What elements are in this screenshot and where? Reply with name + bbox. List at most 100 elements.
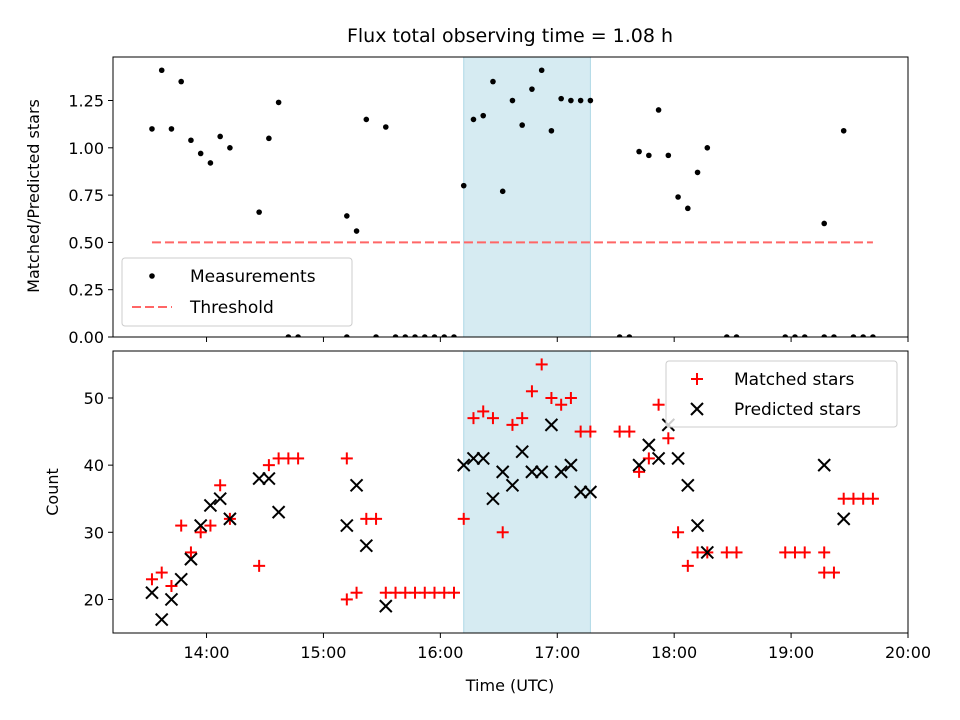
x-tick-label: 20:00 [885, 643, 931, 662]
predicted-stars-point [213, 492, 227, 506]
measurements-point [353, 228, 360, 234]
x-tick-label: 18:00 [651, 643, 697, 662]
matched-stars-point [866, 492, 879, 505]
matched-stars-point [516, 412, 529, 425]
matched-stars-point [194, 526, 207, 539]
measurements-point [626, 334, 633, 337]
predicted-stars-point [681, 478, 695, 492]
measurements-point [616, 334, 623, 337]
bottom-y-tick-label: 40 [84, 456, 104, 475]
matched-stars-point [525, 385, 538, 398]
measurements-point [460, 182, 467, 189]
x-tick-label: 14:00 [183, 643, 229, 662]
predicted-stars-point [632, 458, 646, 472]
predicted-stars-point [690, 518, 705, 533]
measurements-point [821, 334, 828, 337]
matched-stars-point [584, 425, 597, 438]
measurements-point [646, 152, 652, 159]
predicted-stars-point [155, 612, 169, 627]
matched-stars-point [818, 546, 831, 559]
legend-predicted-label: Predicted stars [734, 400, 861, 420]
legend-predicted-marker [690, 402, 704, 416]
measurements-point [188, 137, 194, 144]
matched-stars-point [535, 358, 548, 371]
matched-stars-point [467, 412, 480, 425]
matched-stars-point [165, 580, 178, 592]
predicted-stars-point [671, 451, 685, 466]
predicted-stars-point [700, 545, 715, 560]
measurements-point [733, 334, 740, 337]
top-y-axis-label: Matched/Predicted stars [24, 99, 43, 293]
measurements-point [490, 78, 496, 85]
measurements-point [529, 86, 535, 92]
matched-stars-point [155, 566, 168, 579]
x-tick-label: 19:00 [768, 643, 814, 662]
measurements-point [285, 334, 292, 337]
matched-stars-point [827, 566, 840, 579]
measurements-point [266, 135, 272, 142]
predicted-stars-point [145, 586, 159, 600]
matched-stars-point [175, 519, 188, 532]
matched-stars-point [214, 479, 227, 492]
matched-stars-point [477, 405, 490, 418]
measurements-point [178, 78, 184, 85]
measurements-point [860, 334, 866, 337]
predicted-stars-point [554, 465, 568, 479]
measurements-point [831, 334, 837, 337]
matched-stars-point [340, 593, 353, 606]
predicted-stars-point [544, 418, 559, 432]
predicted-stars-point [817, 458, 831, 472]
measurements-point [499, 188, 506, 195]
bottom-panel: 20 30 40 50 14:00 15:00 16:00 17:00 18:00 19:00 20… [84, 350, 931, 662]
predicted-stars-point [525, 465, 539, 479]
top-axes-frame [112, 56, 909, 338]
predicted-stars-point [466, 451, 481, 466]
legend-measurements-marker [149, 273, 155, 279]
measurements-point [587, 97, 594, 104]
matched-stars-point [652, 398, 665, 411]
predicted-stars-point [642, 438, 656, 452]
measurements-point [470, 116, 477, 123]
x-tick-label: 17:00 [534, 643, 580, 662]
bottom-y-tick-label: 20 [84, 590, 104, 609]
measurements-point [382, 124, 389, 130]
matched-stars-point [681, 559, 694, 572]
measurements-point [870, 334, 876, 337]
bottom-y-tick-label: 50 [84, 389, 104, 408]
measurements-point [373, 334, 379, 337]
measurements-point [344, 334, 350, 337]
top-y-tick-label: 0.75 [68, 186, 104, 205]
measurements-point [451, 334, 457, 337]
predicted-stars-point [651, 451, 666, 466]
top-legend: Measurements Threshold [121, 257, 353, 327]
predicted-stars-point [457, 458, 471, 472]
predicted-stars-point [349, 478, 364, 492]
top-shaded-region [463, 56, 591, 338]
measurements-point [392, 334, 399, 337]
predicted-stars-point [515, 445, 529, 459]
measurements-point [840, 127, 847, 134]
matched-stars-point [350, 586, 363, 599]
top-panel: 0.00 0.25 0.50 0.75 1.00 1.25 [68, 56, 909, 347]
measurements-point [636, 148, 642, 155]
top-y-tick-label: 0.00 [68, 328, 104, 347]
x-tick-label: 16:00 [417, 643, 463, 662]
top-plot-area [149, 67, 876, 337]
matched-stars-point [262, 459, 275, 472]
measurements-point [792, 334, 798, 337]
matched-stars-point [633, 465, 646, 478]
measurements-point [801, 334, 808, 337]
measurements-point [509, 97, 516, 104]
matched-stars-point [340, 452, 353, 465]
bottom-legend: Matched stars Predicted stars [665, 360, 898, 428]
matched-stars-point [672, 526, 685, 539]
measurements-point [538, 67, 545, 74]
legend-measurements-label: Measurements [190, 267, 316, 287]
bottom-axes-frame [112, 350, 909, 634]
measurements-point [363, 116, 370, 123]
predicted-stars-point [340, 518, 354, 533]
measurements-point [412, 334, 418, 337]
measurements-point [275, 99, 282, 106]
legend-matched-marker [691, 373, 703, 385]
